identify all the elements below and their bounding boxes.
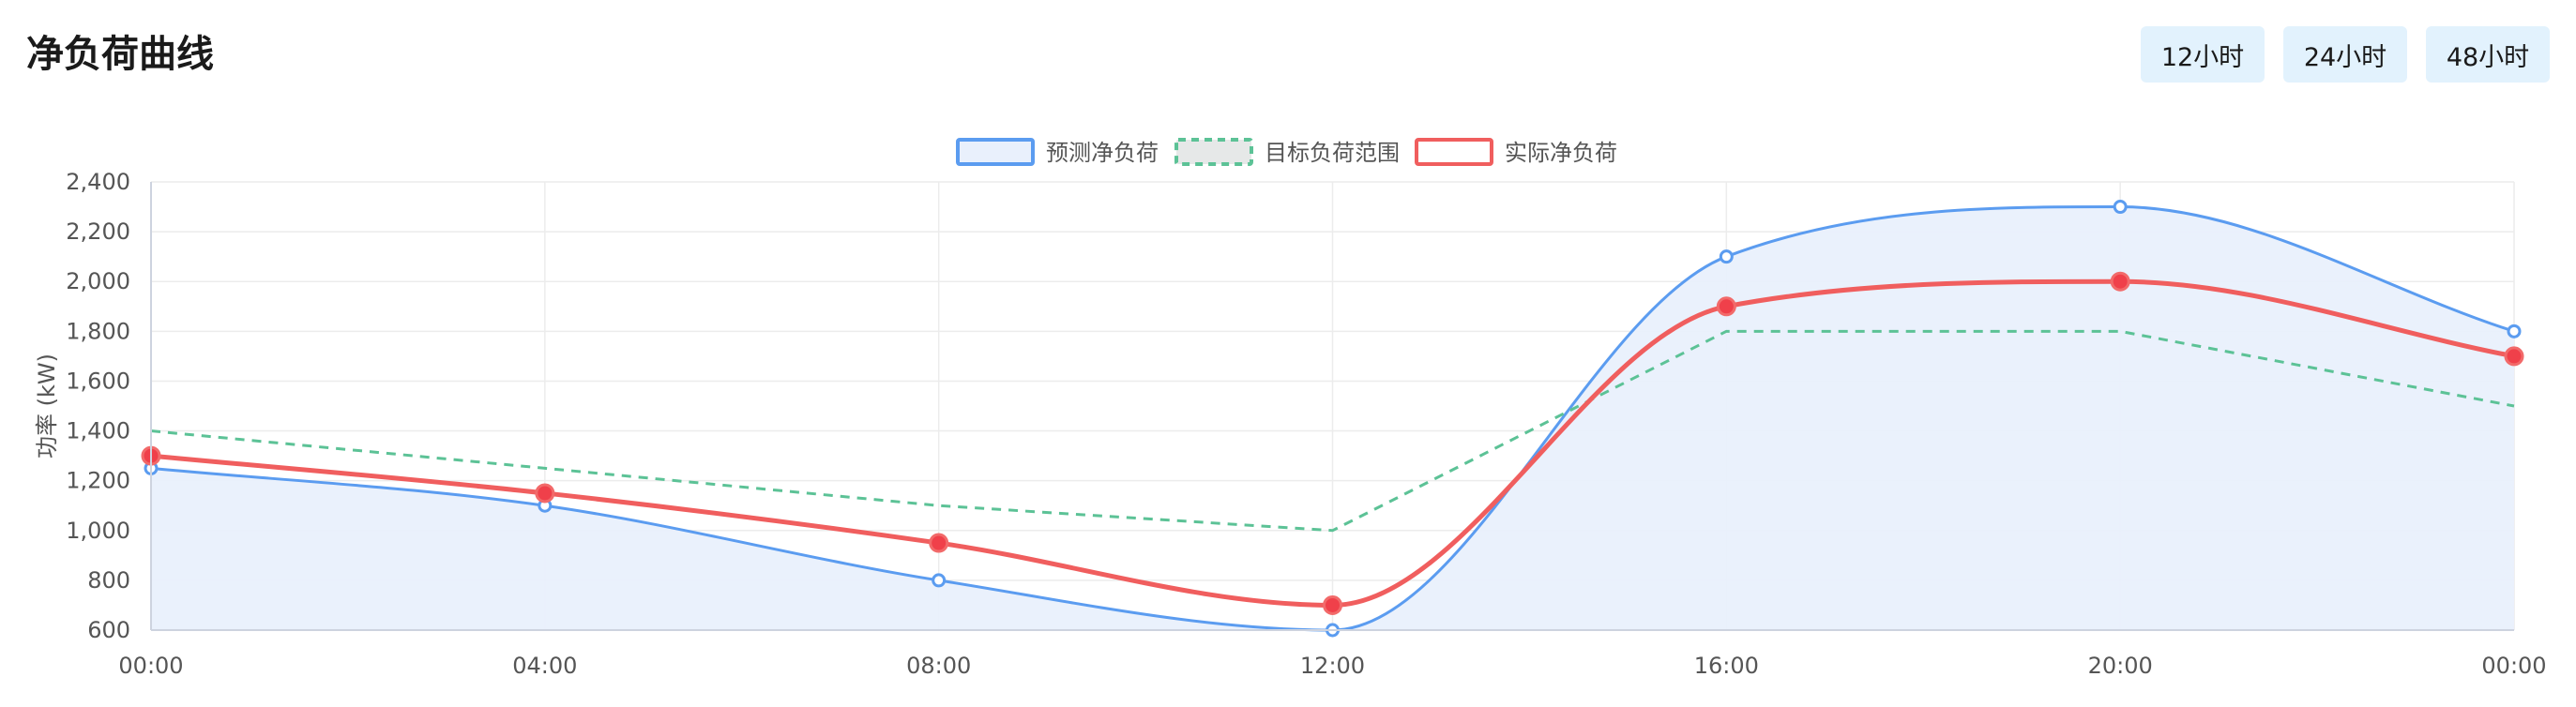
forecast-area [151, 206, 2514, 631]
x-tick-label: 12:00 [1300, 653, 1365, 679]
time-range-selector: 12小时 24小时 48小时 [2141, 26, 2550, 83]
x-tick-label: 04:00 [512, 653, 577, 679]
header: 净负荷曲线 12小时 24小时 48小时 [0, 0, 2576, 113]
range-button-24h[interactable]: 24小时 [2283, 26, 2407, 83]
legend-item-forecast: 预测净负荷 [956, 138, 1159, 166]
y-tick-label: 2,400 [66, 169, 130, 195]
y-tick-label: 1,800 [66, 318, 130, 344]
actual-point [2110, 271, 2130, 292]
forecast-point [2113, 200, 2128, 215]
forecast-point [932, 573, 947, 588]
y-tick-label: 1,400 [66, 418, 130, 444]
net-load-chart: 预测净负荷 目标负荷范围 实际净负荷 2,400 2,200 2,000 1,800 1,6… [34, 138, 2547, 679]
y-tick-label: 600 [87, 617, 130, 643]
range-button-12h[interactable]: 12小时 [2141, 26, 2265, 83]
range-button-48h[interactable]: 48小时 [2426, 26, 2550, 83]
page-title: 净负荷曲线 [26, 33, 214, 76]
chart-areas [151, 206, 2514, 631]
legend-swatch [956, 138, 1035, 166]
chart-axes: 2,400 2,200 2,000 1,800 1,600 1,400 1,200 1,000… [34, 169, 2547, 679]
y-tick-label: 2,000 [66, 268, 130, 294]
x-tick-label: 16:00 [1694, 653, 1759, 679]
actual-point [1323, 594, 1342, 615]
forecast-point [1719, 249, 1734, 264]
actual-point [1716, 296, 1736, 317]
legend-label: 实际净负荷 [1505, 140, 1617, 166]
y-tick-label: 2,200 [66, 218, 130, 245]
y-tick-label: 1,200 [66, 468, 130, 494]
net-load-chart-container: 预测净负荷 目标负荷范围 实际净负荷 2,400 2,200 2,000 1,800 1,6… [0, 113, 2576, 703]
legend-item-actual: 实际净负荷 [1415, 138, 1617, 166]
legend-item-target-range: 目标负荷范围 [1174, 138, 1400, 166]
forecast-point [2507, 323, 2522, 338]
actual-point [2504, 346, 2524, 367]
actual-point [535, 483, 555, 504]
target-range-line [150, 329, 2515, 533]
legend-swatch [1415, 138, 1493, 166]
legend-swatch [1174, 138, 1253, 166]
legend-label: 预测净负荷 [1046, 140, 1159, 166]
chart-legend: 预测净负荷 目标负荷范围 实际净负荷 [956, 138, 1617, 166]
actual-point [929, 533, 949, 553]
x-tick-label: 00:00 [118, 653, 183, 679]
y-tick-label: 1,600 [66, 368, 130, 394]
y-axis-title: 功率 (kW) [34, 354, 60, 459]
legend-label: 目标负荷范围 [1265, 140, 1400, 166]
x-tick-label: 08:00 [906, 653, 971, 679]
y-tick-label: 800 [87, 567, 130, 594]
y-tick-label: 1,000 [66, 518, 130, 544]
x-tick-label: 00:00 [2481, 653, 2546, 679]
x-tick-label: 20:00 [2088, 653, 2153, 679]
